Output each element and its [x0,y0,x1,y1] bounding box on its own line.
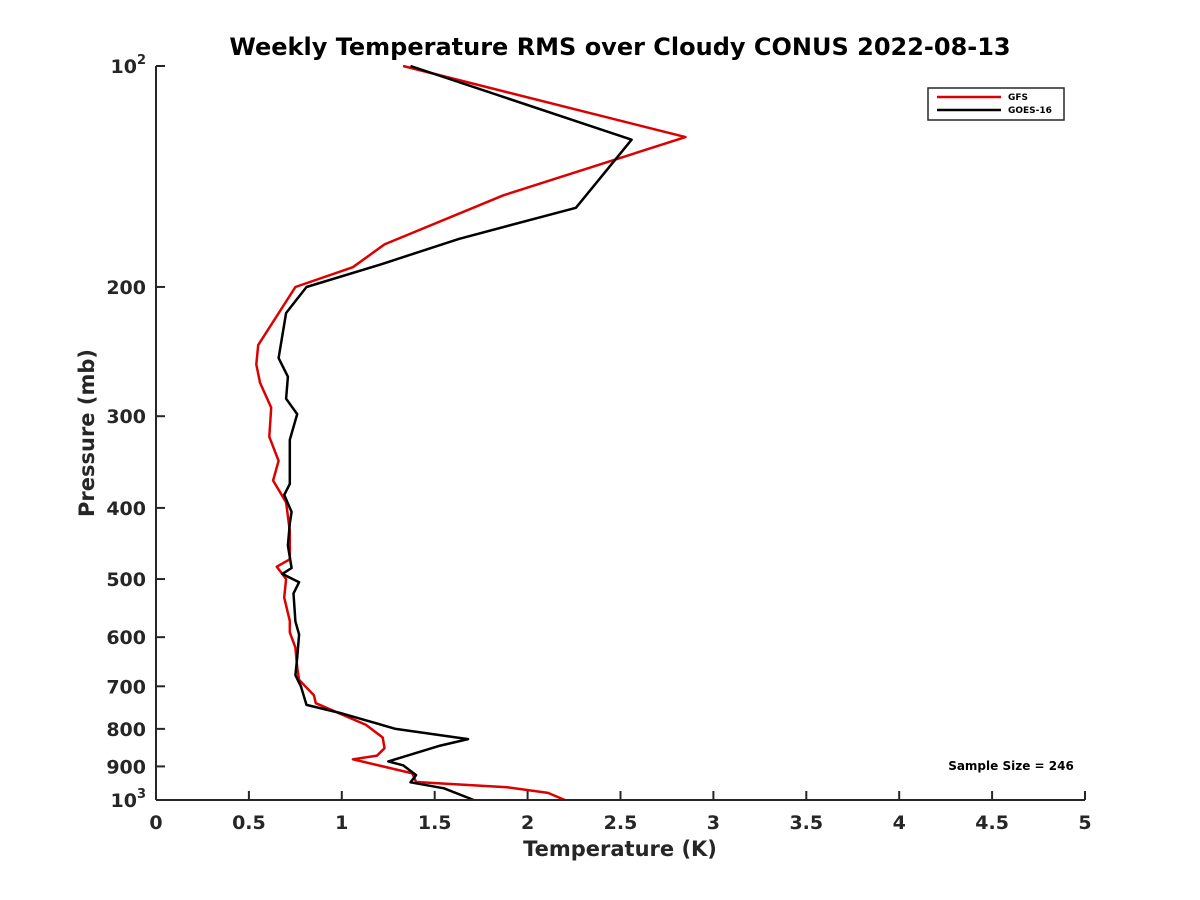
x-tick-label: 3 [707,812,720,834]
y-tick-label: 900 [106,756,146,778]
x-tick-label: 4 [893,812,906,834]
y-tick-label: 400 [106,498,146,520]
x-tick-label: 0 [149,812,162,834]
y-ticks: 102 200 300 400 500 600 700 800 900 103 [106,53,165,812]
plot-area: 0 0.5 1 1.5 2 2.5 3 3.5 4 4.5 5 102 200 300 400 500 600… [106,53,1091,834]
y-axis-title: Pressure (mb) [75,349,99,517]
series-line-gfs [255,64,687,802]
x-axis-title: Temperature (K) [523,837,717,861]
y-tick-label: 700 [106,676,146,698]
x-tick-label: 2.5 [604,812,638,834]
legend-label-gfs: GFS [1008,93,1028,103]
y-tick-label: 200 [106,277,146,299]
x-tick-label: 3.5 [789,812,823,834]
sample-size-annotation: Sample Size = 246 [948,759,1074,773]
chart-title: Weekly Temperature RMS over Cloudy CONUS… [229,33,1010,61]
series-line-goes16 [277,64,633,802]
x-tick-label: 5 [1078,812,1091,834]
x-tick-label: 1.5 [418,812,452,834]
x-tick-label: 1 [335,812,348,834]
y-tick-label: 300 [106,406,146,428]
y-tick-label: 500 [106,569,146,591]
y-tick-label: 600 [106,627,146,649]
legend: GFS GOES-16 [927,87,1065,121]
y-tick-label: 102 [111,53,147,78]
x-ticks: 0 0.5 1 1.5 2 2.5 3 3.5 4 4.5 5 [149,791,1092,834]
y-tick-label: 103 [111,787,147,812]
x-tick-label: 4.5 [975,812,1009,834]
legend-box [927,87,1065,121]
y-tick-label: 800 [106,719,146,741]
legend-label-goes16: GOES-16 [1008,106,1052,116]
x-tick-label: 0.5 [232,812,266,834]
series-group [255,64,687,802]
x-tick-label: 2 [521,812,534,834]
